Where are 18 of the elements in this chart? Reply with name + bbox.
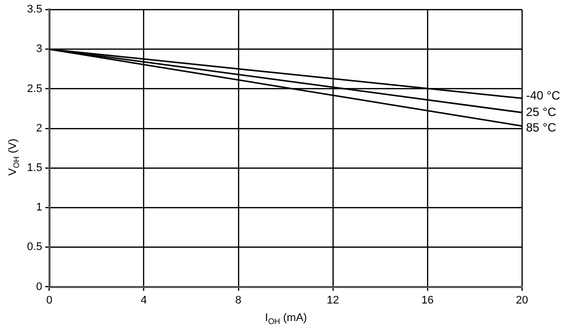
- series-label: 25 °C: [526, 104, 556, 119]
- y-tick-label: 3: [36, 43, 42, 56]
- x-tick-label: 8: [235, 294, 242, 306]
- series-label: -40 °C: [526, 88, 560, 103]
- x-tick-label: 16: [421, 294, 434, 306]
- x-tick-label: 12: [326, 294, 340, 306]
- series-label: 85 °C: [526, 120, 556, 134]
- x-tick-label: 4: [140, 294, 147, 306]
- y-tick-label: 2: [36, 122, 42, 134]
- y-tick-label: 0: [36, 280, 42, 293]
- x-tick-label: 0: [46, 294, 52, 306]
- y-tick-label: 1.5: [26, 162, 42, 174]
- x-tick-label: 20: [516, 294, 528, 306]
- x-axis-title: I$_{OH}$ (mA): [264, 312, 308, 326]
- y-tick-label: 2.5: [26, 82, 42, 95]
- y-tick-label: 0.5: [26, 241, 42, 254]
- y-tick-label: 3.5: [26, 4, 42, 16]
- y-tick-label: 1: [36, 202, 42, 214]
